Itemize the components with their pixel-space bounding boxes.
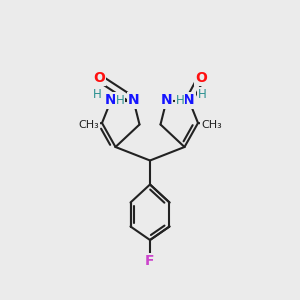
Text: H: H: [198, 88, 207, 101]
Text: H: H: [176, 94, 184, 107]
Text: H: H: [93, 88, 102, 101]
Text: F: F: [145, 254, 155, 268]
Text: O: O: [93, 71, 105, 85]
Text: H: H: [116, 94, 124, 107]
Text: N: N: [105, 94, 117, 107]
Text: CH₃: CH₃: [78, 119, 99, 130]
Text: N: N: [128, 94, 139, 107]
Text: N: N: [161, 94, 172, 107]
Text: N: N: [183, 94, 195, 107]
Text: O: O: [195, 71, 207, 85]
Text: CH₃: CH₃: [201, 119, 222, 130]
